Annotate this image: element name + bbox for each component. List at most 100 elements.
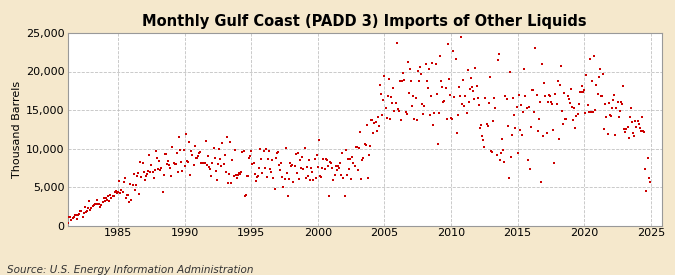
Point — [144, 153, 155, 158]
Point — [77, 215, 88, 219]
Point — [430, 62, 441, 66]
Point — [315, 174, 325, 178]
Point — [176, 160, 187, 164]
Point — [194, 151, 205, 155]
Point — [481, 122, 492, 126]
Point — [61, 220, 72, 224]
Point — [338, 176, 349, 180]
Point — [373, 115, 383, 119]
Point — [273, 150, 284, 155]
Point — [97, 200, 108, 204]
Point — [506, 155, 516, 160]
Point — [134, 192, 144, 196]
Point — [350, 145, 361, 149]
Point — [537, 62, 547, 66]
Point — [113, 189, 124, 194]
Point — [526, 125, 537, 130]
Point — [524, 167, 535, 171]
Point — [398, 70, 409, 75]
Point — [595, 67, 605, 71]
Point — [529, 109, 540, 114]
Point — [84, 199, 95, 203]
Point — [146, 163, 157, 167]
Point — [83, 206, 94, 210]
Point — [225, 140, 236, 145]
Point — [433, 141, 443, 146]
Point — [114, 179, 125, 184]
Point — [462, 67, 473, 72]
Point — [375, 83, 385, 87]
Point — [364, 144, 375, 148]
Point — [643, 175, 654, 180]
Point — [439, 99, 450, 103]
Point — [290, 152, 301, 156]
Point — [157, 190, 168, 194]
Point — [106, 196, 117, 200]
Point — [508, 95, 518, 100]
Point — [137, 161, 148, 165]
Point — [211, 178, 222, 182]
Point — [284, 177, 294, 181]
Point — [180, 164, 190, 169]
Point — [161, 162, 172, 166]
Point — [371, 129, 382, 134]
Point — [487, 150, 497, 154]
Point — [268, 176, 279, 180]
Point — [276, 161, 287, 166]
Point — [337, 151, 348, 155]
Point — [311, 153, 322, 157]
Point — [178, 148, 189, 153]
Point — [173, 135, 184, 140]
Point — [426, 94, 437, 99]
Point — [186, 148, 196, 153]
Point — [549, 161, 560, 165]
Point — [214, 147, 225, 152]
Point — [139, 178, 150, 182]
Point — [533, 128, 543, 133]
Point — [590, 108, 601, 112]
Point — [154, 159, 165, 163]
Point — [526, 88, 537, 92]
Point — [642, 156, 653, 160]
Point — [72, 217, 82, 221]
Point — [451, 130, 462, 135]
Point — [362, 176, 373, 180]
Point — [145, 169, 156, 174]
Point — [279, 177, 290, 181]
Point — [149, 167, 160, 172]
Point — [411, 117, 422, 122]
Point — [286, 163, 296, 168]
Point — [300, 176, 311, 181]
Point — [320, 157, 331, 161]
Point — [516, 103, 526, 107]
Point — [80, 205, 90, 210]
Point — [306, 166, 317, 170]
Point — [161, 152, 171, 156]
Point — [99, 196, 109, 200]
Point — [357, 158, 368, 163]
Point — [452, 113, 463, 117]
Point — [258, 149, 269, 153]
Point — [124, 200, 134, 205]
Point — [74, 212, 84, 216]
Point — [404, 67, 415, 71]
Point — [246, 149, 256, 153]
Point — [250, 179, 261, 183]
Point — [226, 181, 237, 186]
Point — [401, 112, 412, 116]
Point — [307, 170, 318, 174]
Point — [498, 148, 509, 153]
Point — [417, 102, 428, 106]
Point — [242, 174, 252, 178]
Point — [165, 166, 176, 170]
Point — [440, 86, 451, 91]
Point — [548, 128, 559, 133]
Point — [285, 161, 296, 165]
Point — [592, 92, 603, 96]
Point — [247, 161, 258, 166]
Point — [280, 146, 291, 150]
Point — [187, 153, 198, 158]
Point — [206, 174, 217, 178]
Point — [292, 150, 303, 155]
Point — [195, 150, 206, 154]
